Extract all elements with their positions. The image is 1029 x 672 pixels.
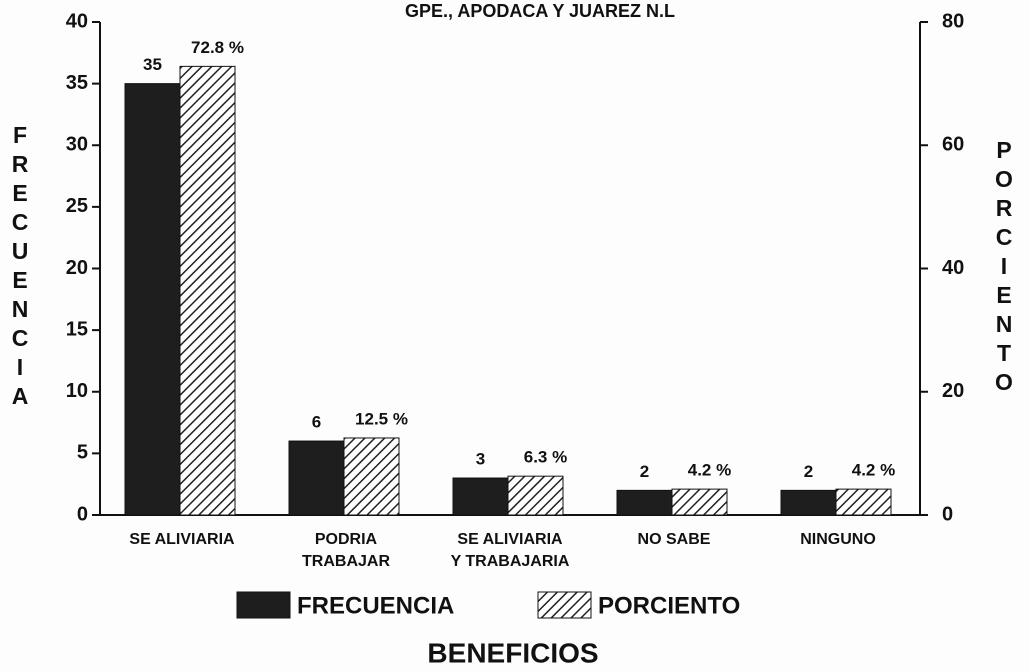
value-label: 35 <box>143 55 162 74</box>
value-label: 72.8 % <box>191 38 244 57</box>
legend-swatch <box>537 591 592 619</box>
legend-label: PORCIENTO <box>598 592 740 619</box>
x-tick-label: SE ALIVIARIA <box>129 531 235 548</box>
y-tick-label: 40 <box>66 10 88 32</box>
legend-label: FRECUENCIA <box>297 592 454 619</box>
bar <box>343 437 400 516</box>
bar <box>671 488 728 516</box>
value-label: 6.3 % <box>524 448 567 467</box>
x-tick-label: SE ALIVIARIA <box>457 531 563 548</box>
y2-tick-label: 60 <box>942 134 964 156</box>
bar <box>179 65 236 516</box>
y-tick-label: 5 <box>77 442 88 464</box>
y2-tick-label: 40 <box>942 257 964 279</box>
bar <box>124 83 181 516</box>
value-label: 3 <box>476 450 485 469</box>
bar <box>616 489 673 516</box>
x-tick-label: TRABAJAR <box>302 553 390 570</box>
x-tick-label: Y TRABAJARIA <box>451 553 570 570</box>
value-label: 12.5 % <box>355 409 408 428</box>
value-label: 2 <box>804 462 813 481</box>
value-label: 2 <box>640 462 649 481</box>
y-tick-label: 0 <box>77 503 88 525</box>
y2-axis-label: PORCIENTO <box>991 137 1017 398</box>
bar <box>507 475 564 516</box>
y-tick-label: 15 <box>66 318 88 340</box>
y-tick-label: 25 <box>66 195 88 217</box>
bar <box>288 440 345 516</box>
value-label: 6 <box>312 413 321 432</box>
y-tick-label: 20 <box>66 257 88 279</box>
y-axis-label: FRECUENCIA <box>7 122 33 412</box>
legend-swatch <box>236 591 291 619</box>
y-tick-label: 10 <box>66 380 88 402</box>
bar <box>452 477 509 516</box>
x-axis-label: BENEFICIOS <box>427 637 598 668</box>
y-tick-label: 35 <box>66 72 88 94</box>
x-tick-label: NO SABE <box>638 531 711 548</box>
y2-tick-label: 0 <box>942 503 953 525</box>
value-label: 4.2 % <box>852 461 895 480</box>
x-tick-label: PODRIA <box>315 531 378 548</box>
bar <box>835 488 892 516</box>
y2-tick-label: 20 <box>942 380 964 402</box>
chart-title: GPE., APODACA Y JUAREZ N.L <box>405 1 675 21</box>
x-tick-label: NINGUNO <box>800 531 876 548</box>
bar <box>780 489 837 516</box>
value-label: 4.2 % <box>688 461 731 480</box>
y2-tick-label: 80 <box>942 10 964 32</box>
y-tick-label: 30 <box>66 134 88 156</box>
